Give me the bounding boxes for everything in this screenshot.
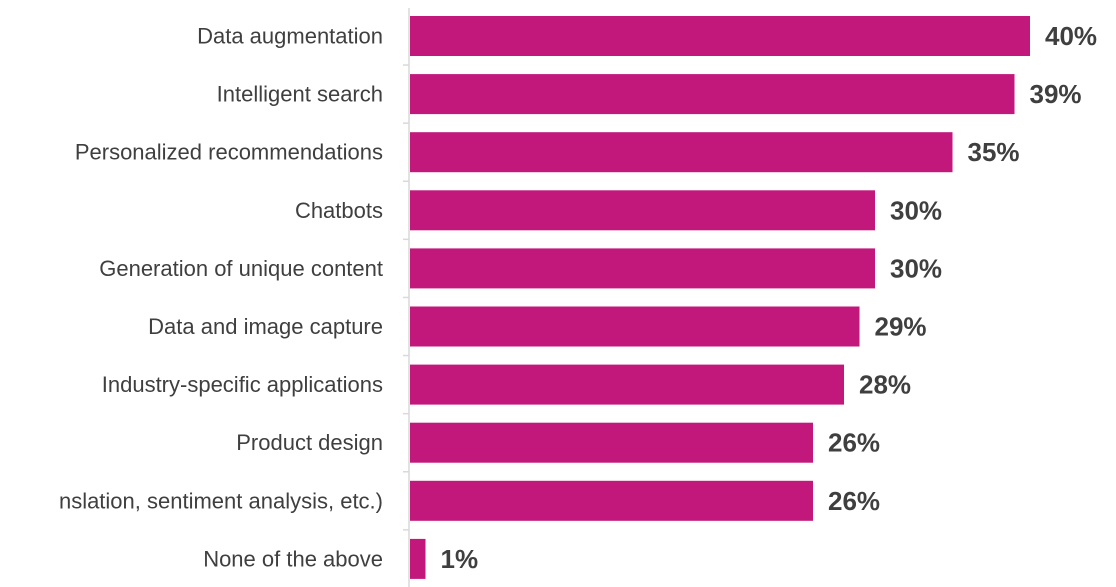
bar <box>410 74 1015 115</box>
value-label: 30% <box>890 195 942 225</box>
category-label: Industry-specific applications <box>102 372 383 397</box>
category-label: Personalized recommendations <box>75 140 383 165</box>
value-label: 39% <box>1030 79 1082 109</box>
bar <box>410 16 1030 56</box>
bar <box>410 364 844 405</box>
value-label: 1% <box>441 544 479 574</box>
category-label: Data augmentation <box>197 24 383 49</box>
category-label: Data and image capture <box>148 314 383 339</box>
value-label: 29% <box>875 312 927 342</box>
bar <box>410 306 860 347</box>
value-label: 30% <box>890 253 942 283</box>
value-labels: 40% 39% 35% 30% 30% 29% 28% 26% 26% 1% <box>441 21 1098 574</box>
category-label: Chatbots <box>295 198 383 223</box>
value-label: 26% <box>828 428 880 458</box>
axis-ticks <box>403 64 409 531</box>
category-labels: Data augmentation Intelligent search Perso… <box>59 24 383 572</box>
value-label: 28% <box>859 370 911 400</box>
bars <box>410 16 1030 579</box>
value-label: 35% <box>968 137 1020 167</box>
bar <box>410 538 426 579</box>
bar <box>410 480 813 521</box>
category-label: Generation of unique content <box>99 256 383 281</box>
category-label: nslation, sentiment analysis, etc.) <box>59 488 383 513</box>
value-label: 26% <box>828 486 880 516</box>
value-label: 40% <box>1045 21 1097 51</box>
category-label: Product design <box>236 430 383 455</box>
category-label: Intelligent search <box>217 82 383 107</box>
category-label: None of the above <box>203 546 383 571</box>
bar <box>410 422 813 463</box>
bar <box>410 190 875 231</box>
bar <box>410 248 875 289</box>
bar <box>410 132 953 173</box>
